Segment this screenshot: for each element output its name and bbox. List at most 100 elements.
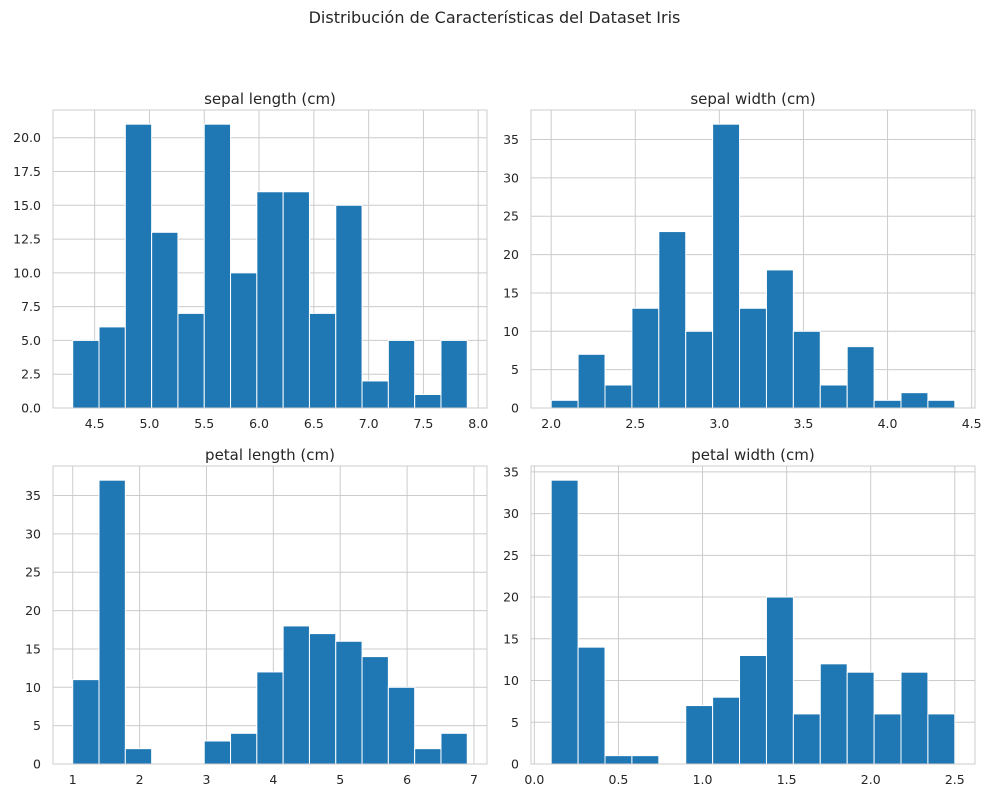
histogram-bar [846,671,875,765]
x-tick-label: 4 [269,772,277,787]
histogram-bar [414,748,442,765]
y-tick-label: 35 [503,464,519,479]
x-tick-label: 7.0 [359,416,379,431]
histogram-bar [335,640,363,765]
y-tick-label: 25 [503,209,519,224]
histogram-bar [361,656,389,765]
histogram-bar [712,123,741,409]
y-tick-label: 17.5 [13,164,41,179]
histogram-bar [361,380,389,409]
histogram-bar [256,191,284,409]
x-tick-label: 6 [403,772,411,787]
histogram-bar [387,339,416,409]
histogram-bar [230,732,258,765]
histogram-bar [819,663,848,765]
histogram-bar [177,312,205,409]
x-tick-label: 5.5 [194,416,214,431]
histogram-bar [819,384,848,409]
histogram-bar [203,123,232,409]
histogram-bar [739,654,767,765]
x-tick-label: 3.5 [794,416,814,431]
axes-frame [52,465,488,765]
histogram-bar [440,339,468,409]
histogram-bar [631,307,660,409]
y-tick-label: 30 [503,506,519,521]
y-tick-label: 0 [511,401,519,416]
histogram-bar [792,330,821,409]
y-tick-label: 5.0 [21,333,41,348]
subplot-title: petal length (cm) [205,446,335,464]
x-tick-label: 5.0 [139,416,159,431]
histogram-bar [98,326,126,409]
histogram-bar [631,755,660,765]
y-tick-label: 15 [25,641,41,656]
y-tick-label: 10 [503,324,519,339]
histogram-panel-petal-width: petal width (cm) 0 5 10 15 20 25 30 35 0.0 0.5 1.0 1… [503,446,976,787]
y-tick-label: 20 [25,603,41,618]
histogram-bar [72,339,100,409]
y-tick-label: 25 [503,548,519,563]
x-tick-label: 7 [470,772,478,787]
histogram-bar [414,393,442,409]
x-tick-label: 1 [69,772,77,787]
histogram-bar [685,330,714,409]
y-tick-label: 20.0 [13,130,41,145]
y-tick-label: 0 [33,757,41,772]
y-tick-label: 7.5 [21,299,41,314]
x-tick-label: 6.0 [249,416,269,431]
x-tick-label: 2.5 [625,416,645,431]
histogram-bar [900,671,929,765]
histogram-bar [927,399,956,409]
y-tick-label: 5 [511,715,519,730]
histogram-bar [308,633,337,765]
histogram-bar [739,307,767,409]
x-tick-label: 1.0 [693,772,713,787]
x-tick-label: 4.5 [85,416,105,431]
histogram-bar [604,755,633,765]
histogram-panel-sepal-width: sepal width (cm) 0 5 10 15 20 25 30 35 2.0 2.5 3.0 3… [503,90,981,431]
y-tick-label: 30 [25,526,41,541]
figure-title: Distribución de Características del Data… [308,8,681,27]
x-tick-label: 0.0 [524,772,544,787]
y-tick-label: 15 [503,285,519,300]
y-tick-label: 20 [503,247,519,262]
x-tick-label: 2 [136,772,144,787]
histogram-bar [873,399,902,409]
y-tick-label: 15.0 [13,198,41,213]
histogram-bar [900,392,929,409]
subplot-title: sepal width (cm) [690,90,815,108]
axes-frame [530,109,976,409]
y-tick-label: 30 [503,170,519,185]
histogram-bar [203,740,232,765]
histogram-bar [550,399,579,409]
subplot-title: petal width (cm) [691,446,814,464]
x-tick-label: 4.0 [878,416,898,431]
histogram-bar [604,384,633,409]
histogram-bar [765,596,794,765]
x-tick-label: 1.5 [777,772,797,787]
histogram-bar [873,713,902,765]
histogram-bar [282,625,310,765]
histogram-bar [124,123,153,409]
x-tick-label: 2.0 [541,416,561,431]
histogram-bar [440,732,468,765]
histogram-bar [151,231,179,409]
x-tick-label: 5 [336,772,344,787]
x-tick-label: 2.5 [945,772,965,787]
y-tick-label: 2.5 [21,367,41,382]
histogram-bar [927,713,956,765]
histogram-bar [658,231,687,409]
x-tick-label: 3.0 [709,416,729,431]
histogram-bar [387,686,416,765]
y-tick-label: 0.0 [21,401,41,416]
y-tick-label: 10 [25,680,41,695]
histogram-bar [98,479,126,765]
x-tick-label: 0.5 [609,772,629,787]
y-tick-label: 12.5 [13,232,41,247]
y-tick-label: 10 [503,673,519,688]
x-tick-label: 6.5 [304,416,324,431]
axes-frame [530,465,976,765]
histogram-bar [685,705,714,765]
histogram-bar [577,646,606,765]
